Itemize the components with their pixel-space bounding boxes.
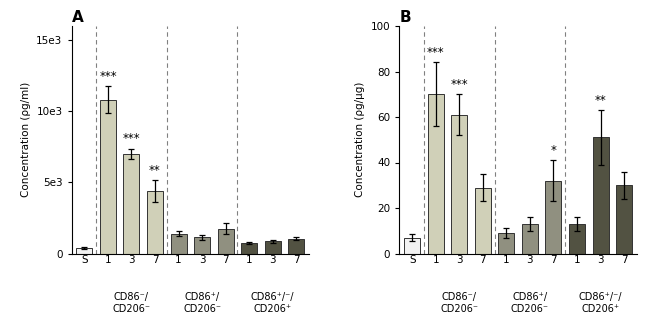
Bar	[100, 100, 116, 254]
Bar	[569, 224, 585, 254]
Bar	[616, 185, 632, 254]
Text: CD86⁺/
CD206⁻: CD86⁺/ CD206⁻	[511, 292, 549, 314]
Bar	[404, 238, 421, 254]
Bar	[428, 94, 444, 254]
Bar	[147, 191, 163, 254]
Y-axis label: Concentration (ρg/ml): Concentration (ρg/ml)	[21, 82, 31, 197]
Text: B: B	[399, 10, 411, 25]
Bar	[124, 154, 140, 254]
Text: ***: ***	[123, 132, 140, 145]
Bar	[241, 243, 257, 254]
Text: ***: ***	[99, 70, 117, 83]
Bar	[265, 241, 281, 254]
Text: **: **	[149, 164, 161, 177]
Text: CD86⁺/⁻/
CD206⁺: CD86⁺/⁻/ CD206⁺	[578, 292, 622, 314]
Text: CD86⁺/⁻/
CD206⁺: CD86⁺/⁻/ CD206⁺	[251, 292, 294, 314]
Text: CD86⁻/
CD206⁻: CD86⁻/ CD206⁻	[112, 292, 151, 314]
Bar	[451, 115, 467, 254]
Text: ***: ***	[450, 78, 468, 91]
Bar	[545, 181, 562, 254]
Text: **: **	[595, 94, 606, 107]
Text: ***: ***	[427, 46, 445, 59]
Bar	[288, 239, 304, 254]
Bar	[475, 188, 491, 254]
Bar	[593, 137, 608, 254]
Bar	[170, 234, 187, 254]
Text: CD86⁺/
CD206⁻: CD86⁺/ CD206⁻	[183, 292, 221, 314]
Bar	[499, 233, 514, 254]
Bar	[522, 224, 538, 254]
Bar	[77, 248, 92, 254]
Text: A: A	[72, 10, 83, 25]
Text: CD86⁻/
CD206⁻: CD86⁻/ CD206⁻	[441, 292, 478, 314]
Y-axis label: Concentration (ρg/μg): Concentration (ρg/μg)	[355, 82, 365, 197]
Bar	[218, 228, 233, 254]
Bar	[194, 237, 210, 254]
Text: *: *	[551, 144, 556, 157]
